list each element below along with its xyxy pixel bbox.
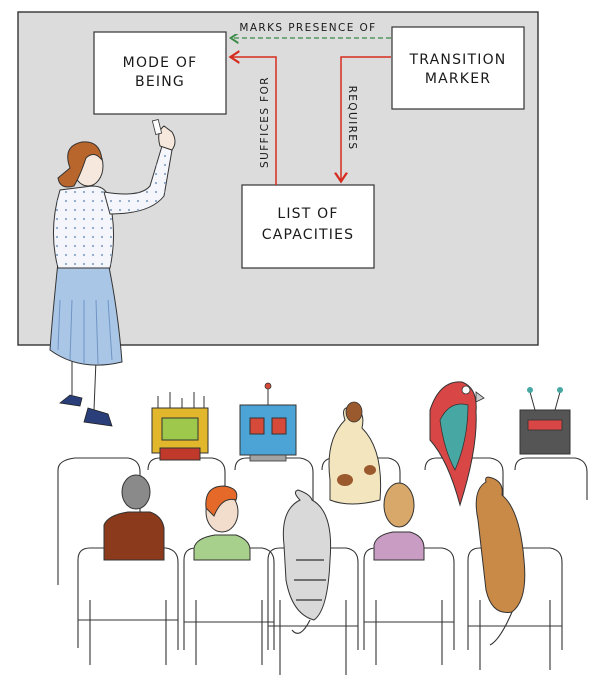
edge-label-requires: REQUIRES	[346, 86, 358, 151]
node-list-of-capacities: LIST OF CAPACITIES	[241, 184, 375, 269]
parrot	[429, 381, 485, 507]
dog-spotted	[328, 401, 382, 505]
node-transition-line-1: TRANSITION	[409, 52, 507, 68]
lecturer-illustration	[49, 118, 176, 427]
node-capacities-line-1: LIST OF	[277, 206, 338, 222]
robot-dark	[519, 387, 571, 455]
node-transition-marker: TRANSITION MARKER	[391, 26, 525, 110]
chairs	[57, 457, 588, 675]
robot-blue	[239, 382, 297, 462]
node-mode-line-1: MODE OF	[123, 55, 198, 71]
audience-blonde	[373, 482, 425, 561]
node-transition-line-2: MARKER	[425, 71, 491, 87]
audience-man-striped	[103, 474, 165, 561]
edge-requires: REQUIRES	[341, 56, 391, 180]
node-mode-of-being: MODE OF BEING	[93, 31, 227, 115]
cat-striped	[282, 489, 332, 634]
audience-redhead	[193, 485, 251, 561]
edge-label-marks-presence-of: MARKS PRESENCE OF	[239, 22, 376, 34]
node-mode-line-2: BEING	[135, 74, 185, 90]
node-capacities-line-2: CAPACITIES	[262, 227, 355, 243]
edge-label-suffices-for: SUFFICES FOR	[259, 76, 271, 168]
edge-suffices-for: SUFFICES FOR	[232, 57, 277, 185]
robot-yellow	[151, 392, 209, 461]
edge-marks-presence-of: MARKS PRESENCE OF	[232, 20, 391, 38]
dog-brown	[475, 476, 526, 646]
